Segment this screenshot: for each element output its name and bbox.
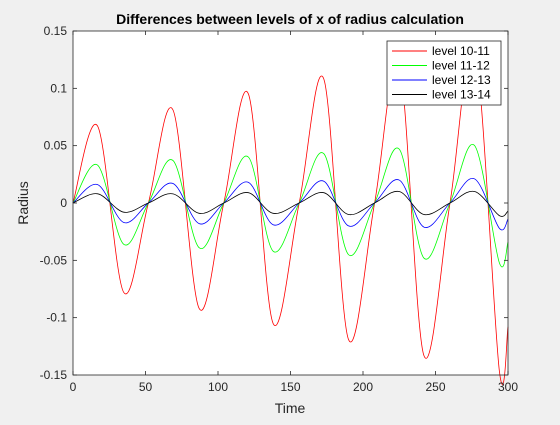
series-line-2 xyxy=(72,143,509,268)
series-line-1 xyxy=(72,44,509,385)
y-tick-label: 0.05 xyxy=(44,139,68,153)
ticks-layer: 0 50 100 150 200 250 300 -0.15 -0.1 -0.05 0 0.05 0.1… xyxy=(40,24,519,394)
legend-label-4: level 13-14 xyxy=(432,88,491,102)
y-tick-label: 0 xyxy=(60,196,67,210)
x-tick-label: 250 xyxy=(425,380,445,394)
chart-title: Differences between levels of x of radiu… xyxy=(116,11,464,27)
x-tick-label: 50 xyxy=(139,380,153,394)
x-tick-label: 150 xyxy=(280,380,300,394)
y-tick-label: 0.1 xyxy=(50,81,67,95)
legend-label-3: level 12-13 xyxy=(432,73,491,87)
x-tick-label: 0 xyxy=(70,380,77,394)
series-line-4 xyxy=(72,190,509,217)
y-tick-label: -0.05 xyxy=(40,253,68,267)
x-tick-label: 200 xyxy=(353,380,373,394)
legend-box xyxy=(386,40,502,106)
y-axis-label: Radius xyxy=(15,181,31,225)
series-layer xyxy=(72,44,509,385)
x-tick-label: 300 xyxy=(498,380,518,394)
x-tick-label: 100 xyxy=(208,380,228,394)
y-tick-label: -0.15 xyxy=(40,368,68,382)
legend-label-2: level 11-12 xyxy=(432,59,490,73)
y-tick-label: 0.15 xyxy=(44,24,68,38)
y-tick-label: -0.1 xyxy=(46,311,67,325)
x-axis-label: Time xyxy=(275,400,306,416)
legend-label-1: level 10-11 xyxy=(432,44,490,58)
